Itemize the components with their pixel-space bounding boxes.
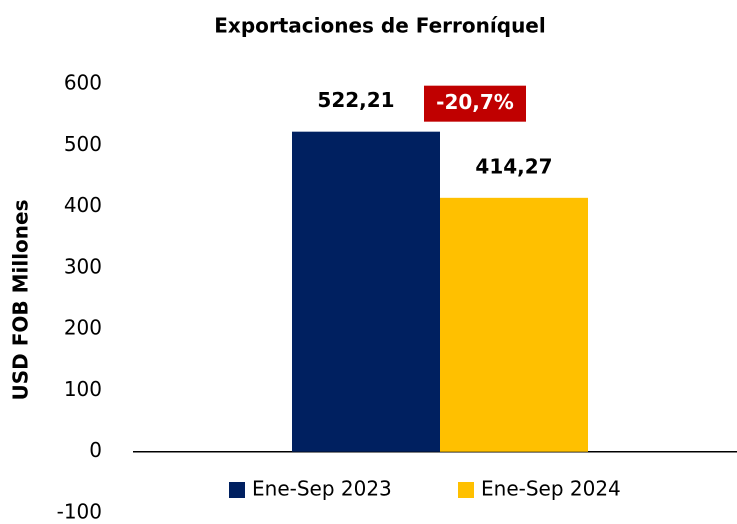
legend-swatch [229, 482, 245, 498]
y-tick-label: -100 [57, 500, 102, 524]
annotation: -20,7% [436, 90, 514, 114]
y-tick-label: 100 [64, 377, 102, 401]
legend-swatch [458, 482, 474, 498]
y-tick-label: 600 [64, 71, 102, 95]
y-tick-label: 300 [64, 254, 102, 278]
y-tick-label: 200 [64, 316, 102, 340]
y-tick-label: 400 [64, 193, 102, 217]
bar [440, 197, 588, 452]
data-label: 522,21 [317, 88, 394, 112]
bar [292, 131, 440, 452]
annotation-box [424, 85, 526, 122]
data-label: 414,27 [475, 154, 552, 178]
chart-title: Exportaciones de Ferroníquel [214, 14, 545, 38]
y-tick-label: 0 [89, 438, 102, 462]
legend-label: Ene-Sep 2024 [481, 477, 621, 501]
legend-label: Ene-Sep 2023 [252, 477, 392, 501]
y-tick-label: 500 [64, 132, 102, 156]
y-axis-label: USD FOB Millones [9, 200, 33, 401]
